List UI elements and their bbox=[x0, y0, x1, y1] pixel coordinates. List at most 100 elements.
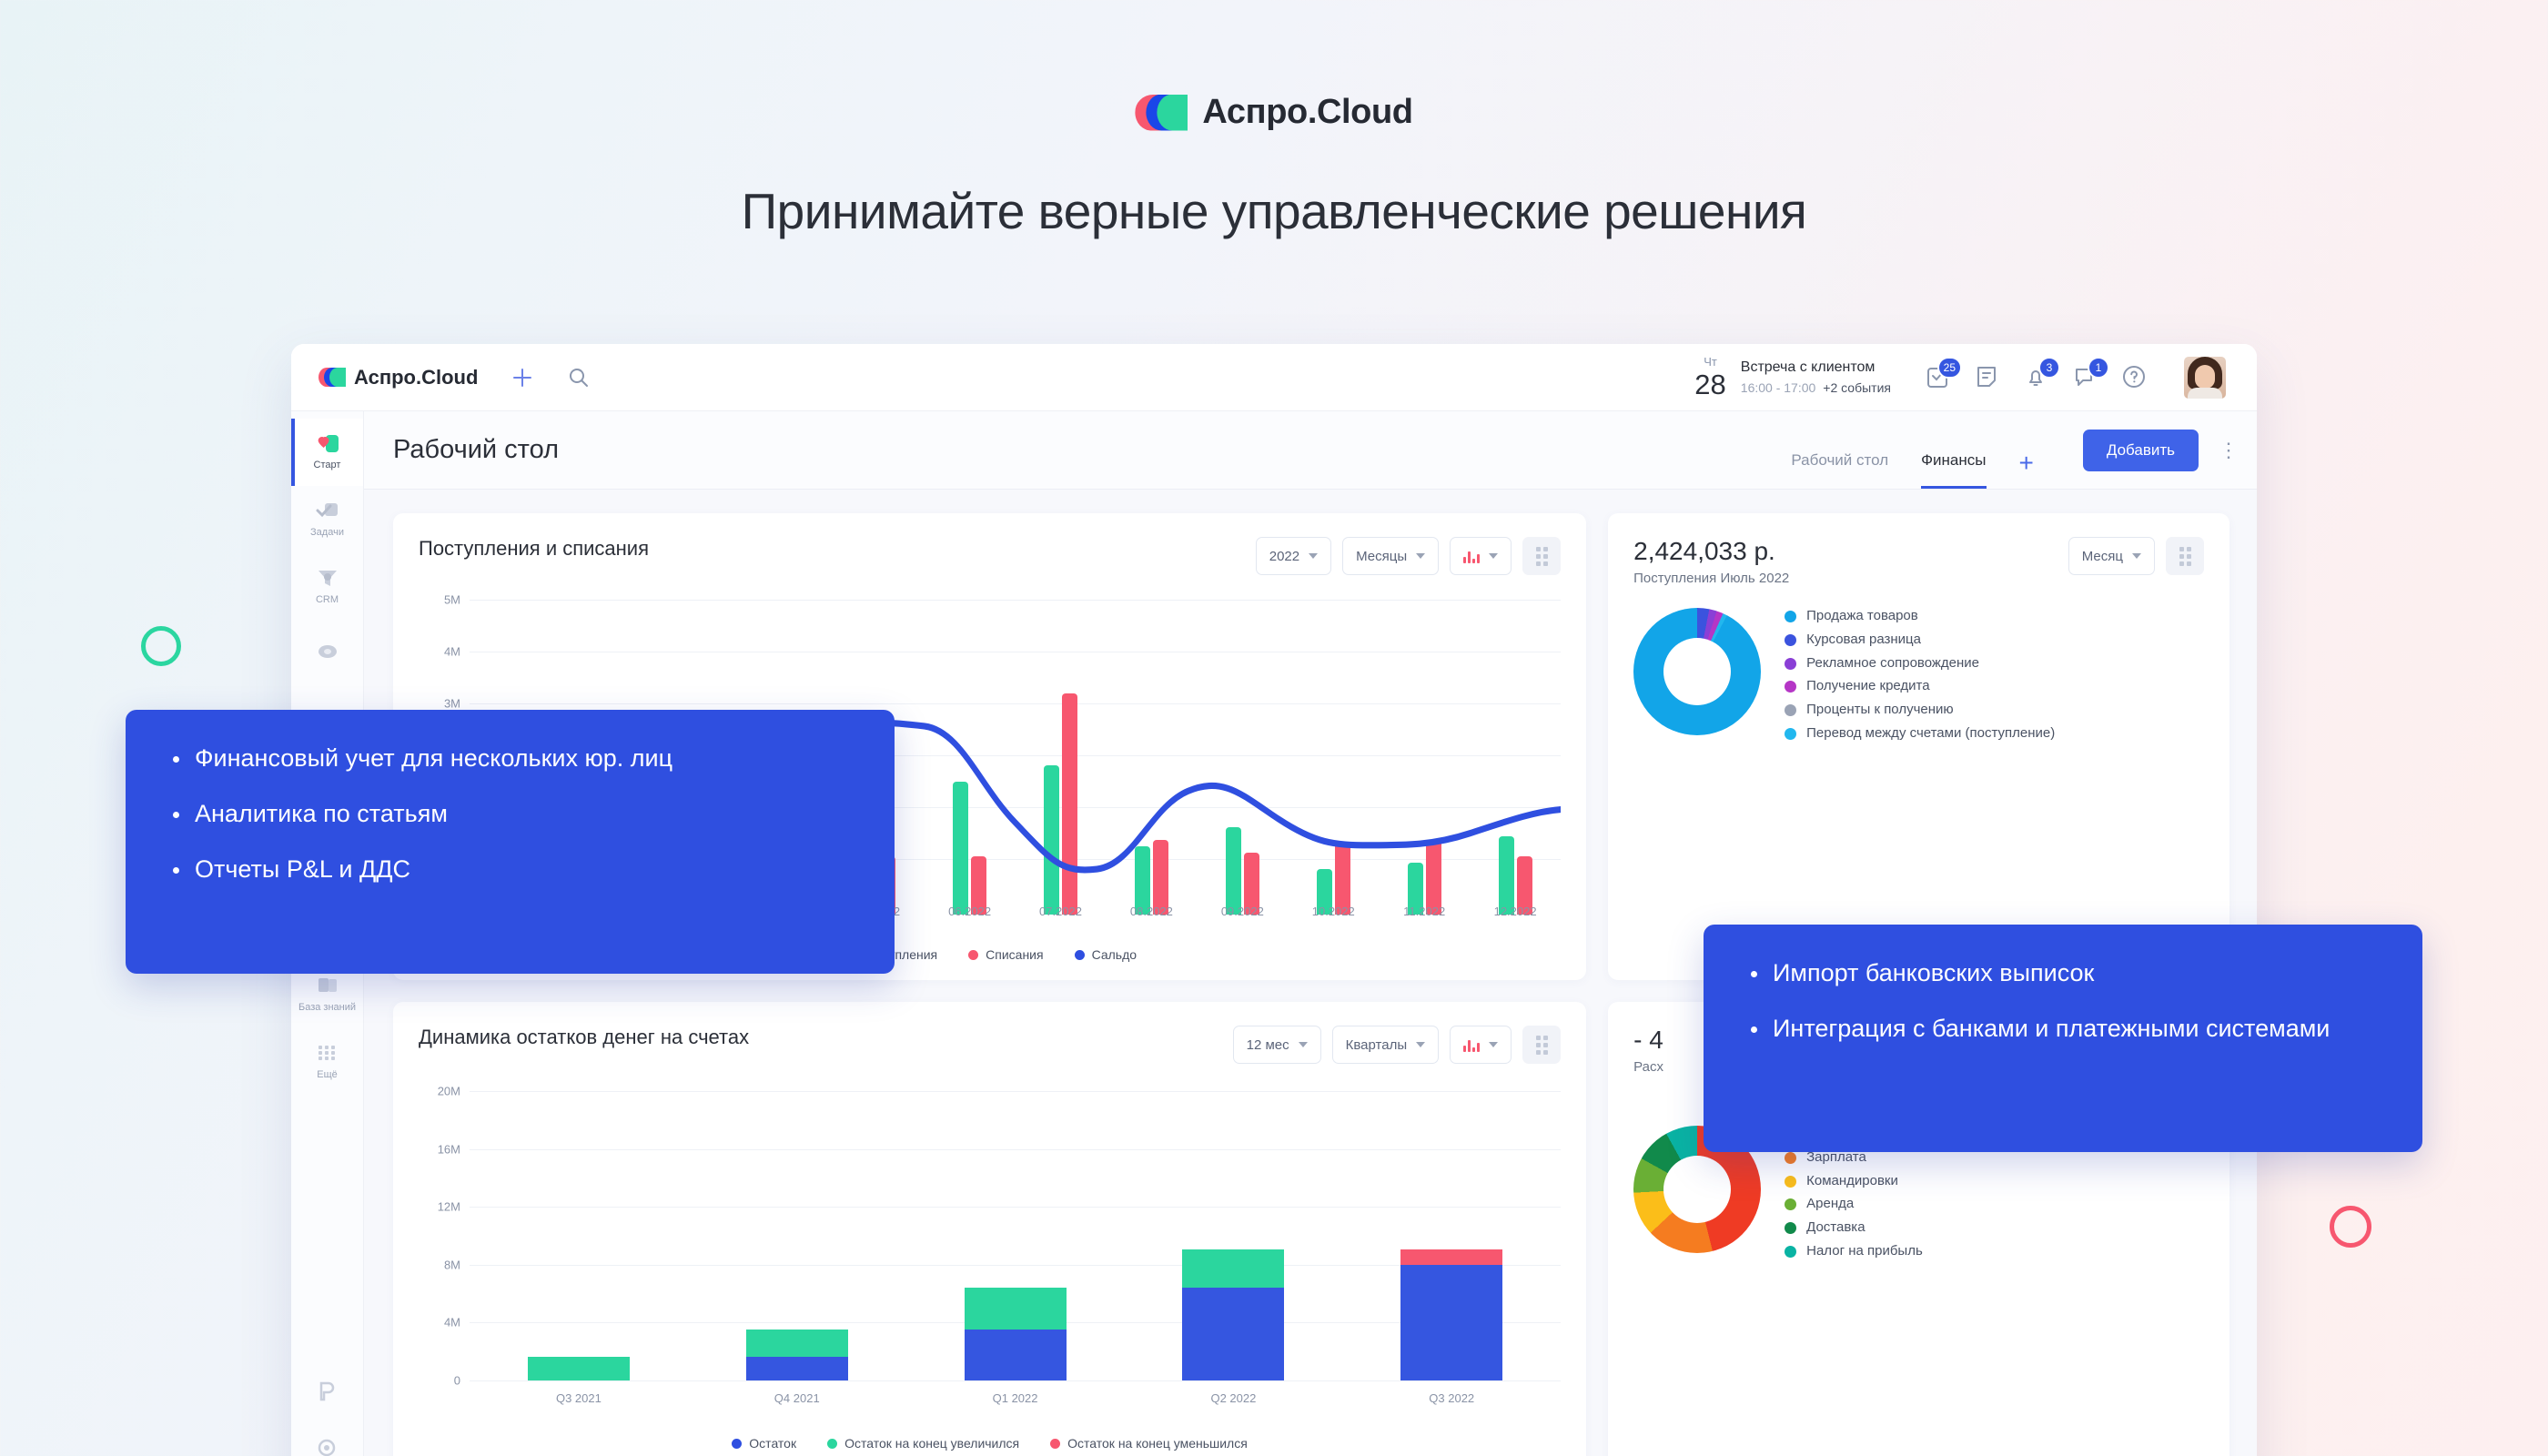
period-select[interactable]: Месяцы bbox=[1342, 537, 1440, 575]
cash-balance-chart: 20M 16M 12M 8M 4M 0 bbox=[419, 1078, 1562, 1405]
notes-icon[interactable] bbox=[1973, 363, 2002, 392]
chevron-down-icon bbox=[1416, 553, 1426, 559]
callout-finance: Финансовый учет для нескольких юр. лиц А… bbox=[126, 710, 895, 974]
chevron-down-icon bbox=[2132, 553, 2141, 559]
x-tick: Q3 2022 bbox=[1429, 1391, 1475, 1405]
page-headline: Принимайте верные управленческие решения bbox=[741, 183, 1807, 239]
calendar-weekday: Чт bbox=[1704, 355, 1717, 369]
callout-bank: Импорт банковских выписок Интеграция с б… bbox=[1704, 925, 2422, 1152]
chat-icon[interactable]: 1 bbox=[2071, 356, 2109, 392]
card-cash-balance: Динамика остатков денег на счетах 12 мес… bbox=[393, 1002, 1587, 1456]
aspro-logo-icon bbox=[318, 368, 346, 387]
year-select[interactable]: 2022 bbox=[1255, 537, 1332, 575]
sidebar-item-knowledge-base[interactable]: База знаний bbox=[291, 961, 363, 1028]
legend-item[interactable]: Курсовая разница bbox=[1785, 632, 2055, 649]
legend-label: Сальдо bbox=[1091, 947, 1138, 962]
callout-item: Импорт банковских выписок bbox=[1745, 957, 2381, 989]
tab-dashboard[interactable]: Рабочий стол bbox=[1791, 451, 1889, 469]
chevron-down-icon bbox=[1489, 1042, 1499, 1047]
legend-label: Командировки bbox=[1806, 1172, 1898, 1188]
more-options-icon[interactable]: ⋮ bbox=[2219, 438, 2240, 461]
sidebar-item-start[interactable]: Старт bbox=[291, 419, 363, 486]
sidebar-item-more[interactable]: Ещё bbox=[291, 1028, 363, 1096]
callout-item: Отчеты P&L и ДДС bbox=[167, 854, 853, 885]
legend-item[interactable]: Рекламное сопровождение bbox=[1785, 655, 2055, 672]
legend-item[interactable]: Налог на прибыль bbox=[1785, 1243, 1986, 1260]
legend-item[interactable]: Продажа товаров bbox=[1785, 608, 2055, 625]
legend-label: Доставка bbox=[1806, 1219, 1866, 1236]
range-select-value: 12 мес bbox=[1246, 1036, 1289, 1053]
app-brand[interactable]: Аспро.Cloud bbox=[318, 366, 478, 389]
settings-icon bbox=[316, 1437, 339, 1456]
avatar[interactable] bbox=[2184, 356, 2226, 399]
upcoming-event[interactable]: Встреча с клиентом 16:00 - 17:00 +2 событ… bbox=[1741, 359, 1891, 395]
legend-item[interactable]: Командировки bbox=[1785, 1173, 1986, 1190]
drag-grip-icon[interactable] bbox=[1522, 1026, 1562, 1064]
callout-item: Финансовый учет для нескольких юр. лиц bbox=[167, 743, 853, 774]
drag-grip-icon[interactable] bbox=[1522, 537, 1562, 575]
legend-item[interactable]: Доставка bbox=[1785, 1219, 1986, 1237]
x-axis-labels: Q3 2021 Q4 2021 Q1 2022 Q2 2022 Q3 2022 bbox=[470, 1391, 1561, 1405]
calendar-date[interactable]: Чт 28 bbox=[1694, 356, 1725, 399]
y-tick: 16M bbox=[437, 1142, 460, 1157]
x-tick: 06.2022 bbox=[948, 905, 992, 918]
crm-icon bbox=[316, 568, 339, 590]
bar-chart-icon bbox=[1463, 549, 1481, 563]
chart-legend: Остаток Остаток на конец увеличился Оста… bbox=[419, 1427, 1561, 1452]
range-select[interactable]: 12 мес bbox=[1232, 1026, 1321, 1064]
help-icon[interactable] bbox=[2120, 363, 2149, 392]
add-button[interactable]: Добавить bbox=[2082, 429, 2199, 471]
card-receipts: 2,424,033 р. Поступления Июль 2022 Месяц bbox=[1608, 513, 2230, 980]
legend-item[interactable]: Остаток на конец уменьшился bbox=[1050, 1436, 1248, 1451]
tab-finance[interactable]: Финансы bbox=[1921, 451, 1987, 489]
topbar-actions: 25 3 1 bbox=[1924, 356, 2226, 399]
x-tick: 11.2022 bbox=[1403, 905, 1446, 918]
legend-label: Остаток bbox=[749, 1436, 797, 1451]
chart-type-select[interactable] bbox=[1450, 537, 1512, 575]
x-tick: Q1 2022 bbox=[992, 1391, 1038, 1405]
drag-grip-icon[interactable] bbox=[2166, 537, 2204, 575]
y-tick: 4M bbox=[443, 644, 460, 659]
y-tick: 3M bbox=[443, 696, 460, 711]
plus-icon[interactable] bbox=[511, 366, 534, 389]
receipts-donut[interactable] bbox=[1633, 608, 1762, 736]
legend-item[interactable]: Проценты к получению bbox=[1785, 702, 2055, 719]
knowledge-base-icon bbox=[316, 976, 339, 997]
legend-item[interactable]: Аренда bbox=[1785, 1196, 1986, 1213]
x-tick: 10.2022 bbox=[1311, 905, 1355, 918]
legend-item[interactable]: Остаток bbox=[732, 1436, 796, 1451]
chart-type-select[interactable] bbox=[1450, 1026, 1512, 1064]
bell-badge: 3 bbox=[2038, 356, 2060, 379]
period-select[interactable]: Кварталы bbox=[1331, 1026, 1440, 1064]
bell-icon[interactable]: 3 bbox=[2022, 356, 2060, 392]
sidebar-item-finance[interactable] bbox=[291, 621, 363, 688]
page-title: Рабочий стол bbox=[393, 435, 560, 464]
card-title: Динамика остатков денег на счетах bbox=[419, 1026, 750, 1048]
sidebar-item-label: Задачи bbox=[310, 527, 344, 539]
event-time: 16:00 - 17:00 bbox=[1740, 380, 1816, 395]
y-tick: 4M bbox=[443, 1315, 460, 1330]
sidebar-item-crm[interactable]: CRM bbox=[291, 553, 363, 621]
sidebar-item-profile[interactable] bbox=[291, 1363, 363, 1420]
event-title: Встреча с клиентом bbox=[1740, 359, 1876, 375]
legend-item[interactable]: Получение кредита bbox=[1785, 678, 2055, 695]
month-select[interactable]: Месяц bbox=[2068, 537, 2155, 575]
sidebar-item-tasks[interactable]: Задачи bbox=[291, 486, 363, 553]
legend-label: Списания bbox=[986, 947, 1044, 962]
legend-item[interactable]: Остаток на конец увеличился bbox=[827, 1436, 1019, 1451]
year-select-value: 2022 bbox=[1269, 548, 1300, 564]
tasks-icon[interactable]: 25 bbox=[1924, 356, 1962, 392]
sidebar-item-settings[interactable] bbox=[291, 1420, 363, 1456]
legend-item[interactable]: Зарплата bbox=[1785, 1149, 1986, 1167]
legend-item[interactable]: Списания bbox=[968, 947, 1044, 962]
y-axis-labels: 20M 16M 12M 8M 4M 0 bbox=[419, 1078, 460, 1400]
finance-icon bbox=[316, 642, 339, 663]
legend-label: Налог на прибыль bbox=[1806, 1242, 1923, 1259]
legend-label: Получение кредита bbox=[1806, 678, 1930, 694]
add-tab-button[interactable]: + bbox=[2018, 449, 2034, 477]
search-icon[interactable] bbox=[567, 366, 591, 389]
legend-item[interactable]: Перевод между счетами (поступление) bbox=[1785, 725, 2055, 743]
tabs: Рабочий стол Финансы + bbox=[1791, 411, 2034, 489]
legend-item[interactable]: Сальдо bbox=[1074, 947, 1138, 962]
legend-label: Рекламное сопровождение bbox=[1806, 654, 1980, 671]
